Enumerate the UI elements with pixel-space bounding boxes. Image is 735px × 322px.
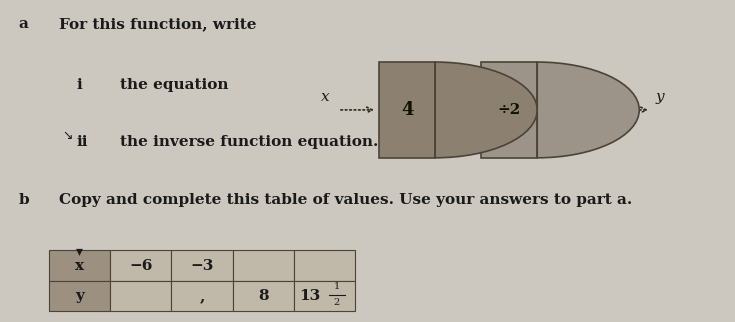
FancyBboxPatch shape (481, 62, 537, 158)
FancyBboxPatch shape (49, 281, 110, 311)
FancyBboxPatch shape (171, 281, 233, 311)
Text: ii: ii (76, 136, 87, 149)
Text: 4: 4 (401, 101, 413, 119)
Text: y: y (656, 90, 664, 104)
Text: y: y (75, 289, 84, 303)
Text: a: a (18, 17, 28, 31)
FancyBboxPatch shape (171, 251, 233, 281)
Text: 2: 2 (334, 298, 340, 308)
Text: −3: −3 (190, 259, 214, 272)
FancyBboxPatch shape (233, 281, 294, 311)
Text: ,: , (199, 289, 205, 303)
Text: x: x (75, 259, 85, 272)
Wedge shape (537, 62, 639, 158)
Text: 8: 8 (258, 289, 268, 303)
Text: Copy and complete this table of values. Use your answers to part a.: Copy and complete this table of values. … (60, 193, 632, 207)
Text: ÷2: ÷2 (498, 103, 520, 117)
Text: the inverse function equation.: the inverse function equation. (121, 136, 379, 149)
Text: 1: 1 (334, 282, 340, 291)
Text: b: b (18, 193, 29, 207)
Text: 13: 13 (299, 289, 320, 303)
Wedge shape (435, 62, 537, 158)
FancyBboxPatch shape (49, 251, 110, 281)
FancyBboxPatch shape (379, 62, 435, 158)
Text: x: x (320, 90, 329, 104)
Text: ▾: ▾ (76, 244, 83, 258)
Text: For this function, write: For this function, write (60, 17, 257, 31)
FancyBboxPatch shape (294, 281, 355, 311)
FancyBboxPatch shape (110, 281, 171, 311)
FancyBboxPatch shape (233, 251, 294, 281)
Text: ↘: ↘ (62, 129, 73, 142)
FancyBboxPatch shape (110, 251, 171, 281)
Text: the equation: the equation (121, 78, 229, 92)
Text: −6: −6 (129, 259, 153, 272)
FancyBboxPatch shape (294, 251, 355, 281)
Text: i: i (76, 78, 82, 92)
